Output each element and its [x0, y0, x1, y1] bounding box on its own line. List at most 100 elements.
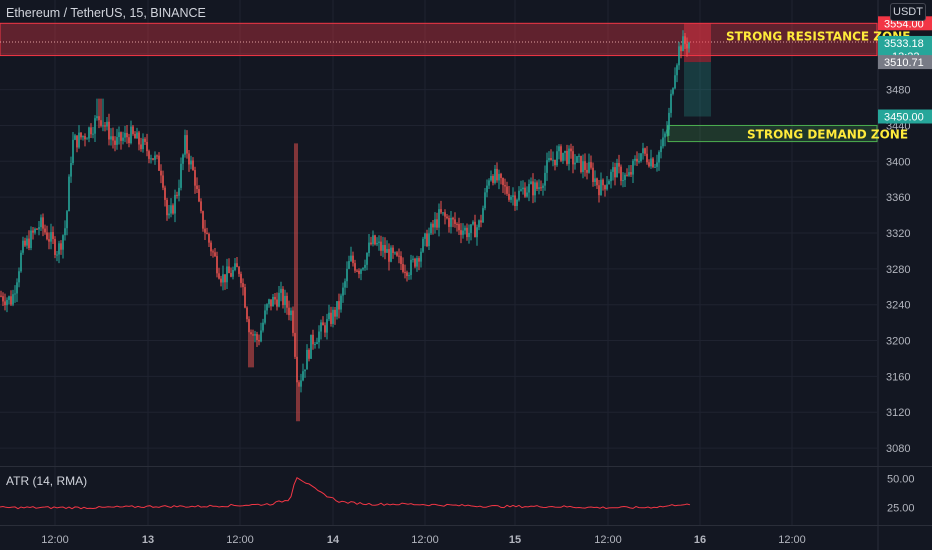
symbol-title[interactable]: Ethereum / TetherUS, 15, BINANCE: [6, 6, 206, 20]
candle-body: [178, 187, 180, 196]
candle-body: [48, 239, 50, 242]
candle-body: [396, 252, 398, 256]
candle-body: [158, 155, 160, 171]
candle-body: [332, 309, 334, 324]
demand-zone-label: STRONG DEMAND ZONE: [747, 127, 908, 141]
candle-body: [504, 185, 506, 187]
candle-body: [220, 278, 222, 283]
candle-body: [668, 112, 670, 130]
candle-body: [116, 137, 118, 145]
candle-body: [130, 126, 132, 144]
candle-body: [558, 146, 560, 152]
candle-body: [64, 228, 66, 236]
candle-body: [68, 176, 70, 212]
candle-body: [684, 36, 686, 44]
candle-body: [350, 255, 352, 262]
candle-body: [360, 269, 362, 274]
candle-body: [356, 270, 358, 272]
candle-body: [310, 334, 312, 359]
candle-body: [32, 230, 34, 233]
candle-body: [342, 287, 344, 296]
candle-body: [264, 310, 266, 323]
candle-body: [672, 88, 674, 94]
candle-body: [308, 349, 310, 359]
candle-body: [146, 141, 148, 152]
candle-body: [58, 243, 60, 255]
candle-body: [374, 235, 376, 245]
candle-body: [394, 252, 396, 254]
candle-body: [564, 150, 566, 153]
entry-price-tag: [878, 55, 932, 70]
candle-body: [320, 322, 322, 332]
position-stop-area[interactable]: [684, 23, 711, 63]
candle-body: [344, 281, 346, 288]
candle-body: [554, 159, 556, 166]
candle-body: [30, 230, 32, 249]
candle-body: [652, 158, 654, 168]
candle-body: [510, 196, 512, 200]
candle-body: [200, 201, 202, 212]
entry-price-tag-label: 3510.71: [884, 57, 924, 69]
candle-body: [574, 162, 576, 165]
candle-body: [674, 75, 676, 89]
candle-body: [364, 264, 366, 268]
candle-body: [92, 133, 94, 135]
candle-body: [14, 293, 16, 295]
candle-body: [292, 310, 294, 333]
indicator-title[interactable]: ATR (14, RMA): [6, 474, 88, 488]
candle-body: [604, 185, 606, 190]
candle-body: [8, 296, 10, 300]
resistance-zone[interactable]: [0, 22, 878, 57]
candle-body: [608, 181, 610, 185]
demand-zone[interactable]: [667, 124, 878, 143]
candle-body: [384, 245, 386, 253]
candle-body: [20, 252, 22, 272]
candle-body: [618, 163, 620, 167]
candle-body: [676, 65, 678, 76]
candle-body: [42, 217, 44, 229]
candle-body: [482, 208, 484, 223]
candle-body: [36, 228, 38, 230]
candle-body: [184, 135, 186, 155]
time-tick-label: 12:00: [411, 534, 439, 546]
candle-body: [122, 137, 124, 141]
candle-body: [258, 340, 260, 342]
candle-body: [628, 172, 630, 176]
candle-body: [422, 238, 424, 252]
candle-body: [508, 193, 510, 200]
candle-body: [382, 245, 384, 251]
candle-body: [268, 299, 270, 305]
candle-body: [392, 247, 394, 253]
candle-body: [428, 233, 430, 247]
atr-tick-label: 25.00: [887, 503, 915, 515]
target-price-tag-label: 3450.00: [884, 112, 924, 124]
candle-body: [602, 179, 604, 186]
position-target-area[interactable]: [684, 62, 711, 117]
candle-body: [520, 189, 522, 191]
candle-body: [410, 259, 412, 276]
candle-body: [390, 247, 392, 262]
candle-body: [474, 221, 476, 238]
candle-body: [426, 233, 428, 247]
candle-body: [40, 217, 42, 228]
candle-body: [514, 195, 516, 206]
candle-body: [262, 322, 264, 331]
candle-body: [282, 288, 284, 306]
candle-body: [644, 148, 646, 154]
candle-body: [100, 120, 102, 126]
candle-body: [472, 221, 474, 225]
candle-body: [152, 158, 154, 160]
candle-body: [12, 294, 14, 305]
candle-body: [406, 272, 408, 276]
candle-body: [120, 132, 122, 141]
candle-body: [76, 135, 78, 148]
candle-body: [204, 228, 206, 233]
candle-body: [182, 154, 184, 164]
candle-body: [194, 170, 196, 186]
candle-body: [630, 172, 632, 175]
candle-body: [54, 239, 56, 255]
currency-button[interactable]: USDT: [890, 3, 926, 21]
candle-body: [636, 158, 638, 162]
candle-body: [476, 227, 478, 238]
